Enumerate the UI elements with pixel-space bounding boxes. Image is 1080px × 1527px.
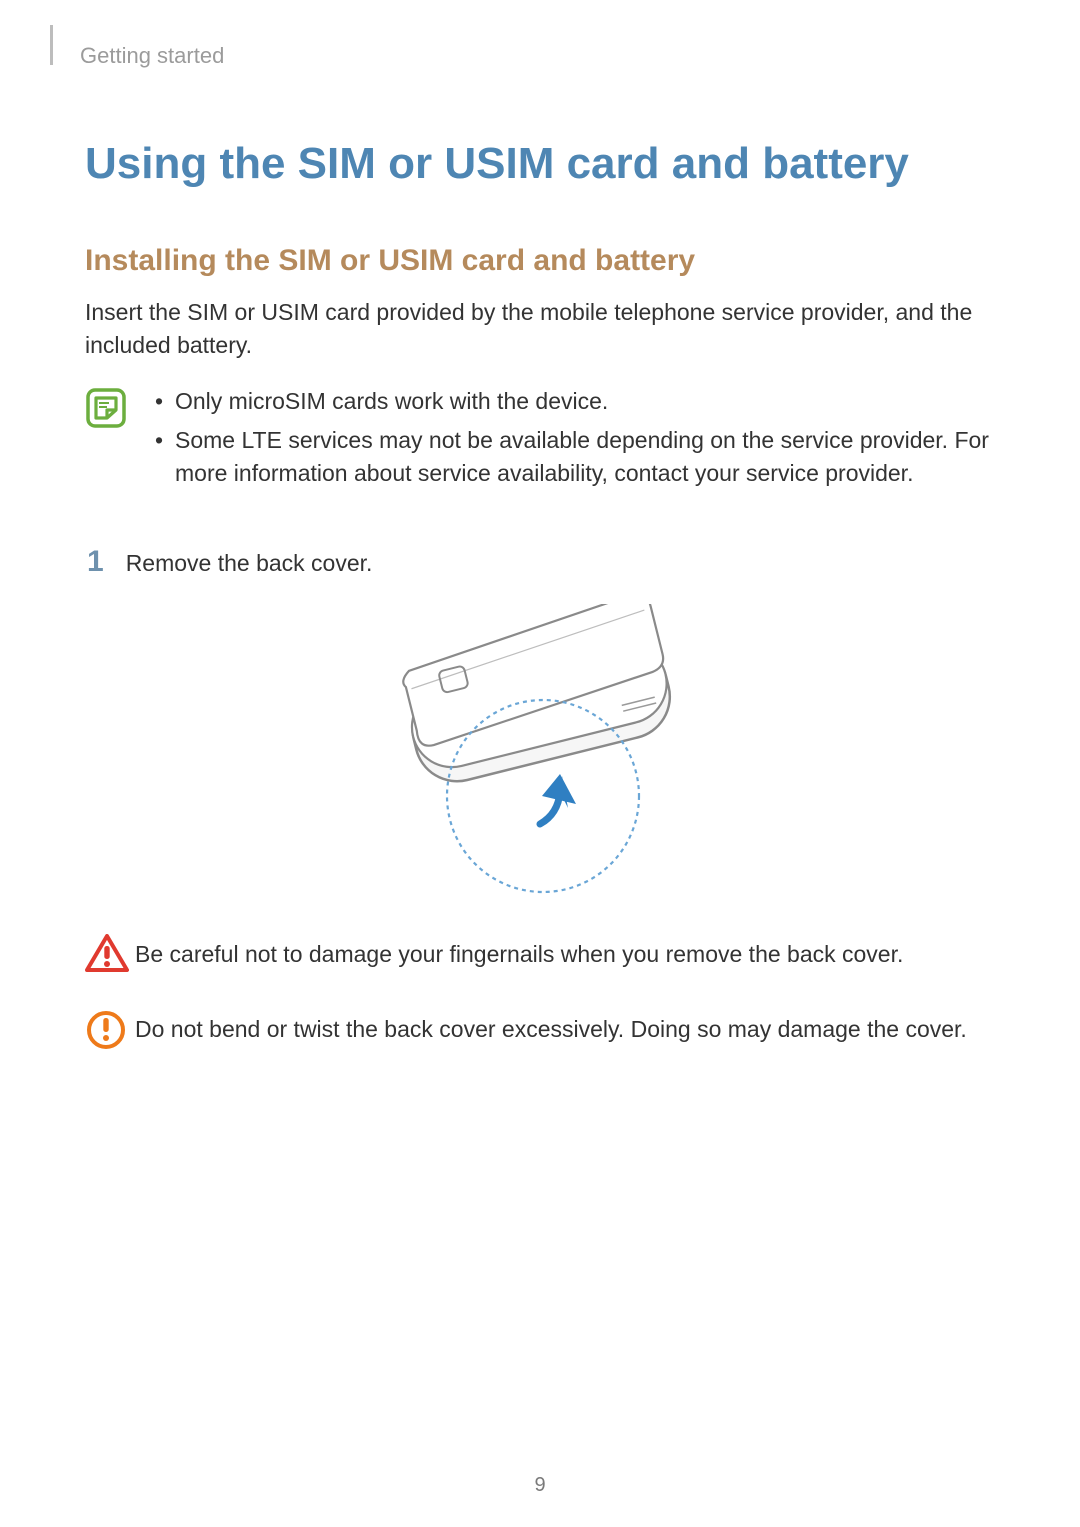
warning-note: Be careful not to damage your fingernail… — [85, 932, 995, 979]
page-number: 9 — [0, 1474, 1080, 1497]
header-rule — [50, 25, 53, 65]
info-note: Only microSIM cards work with the device… — [85, 385, 995, 497]
step-row: 1 Remove the back cover. — [85, 545, 995, 579]
caution-note-text: Do not bend or twist the back cover exce… — [135, 1007, 967, 1046]
info-note-item: Some LTE services may not be available d… — [155, 424, 995, 491]
step-text: Remove the back cover. — [126, 550, 373, 577]
page-title: Using the SIM or USIM card and battery — [85, 139, 995, 189]
info-note-content: Only microSIM cards work with the device… — [135, 385, 995, 497]
caution-icon — [85, 1009, 127, 1056]
caution-note: Do not bend or twist the back cover exce… — [85, 1007, 995, 1056]
section-heading: Installing the SIM or USIM card and batt… — [85, 244, 995, 278]
intro-paragraph: Insert the SIM or USIM card provided by … — [85, 296, 995, 363]
warning-note-text: Be careful not to damage your fingernail… — [135, 932, 903, 971]
step-number: 1 — [87, 545, 104, 579]
info-note-item: Only microSIM cards work with the device… — [155, 385, 995, 418]
document-page: Getting started Using the SIM or USIM ca… — [0, 0, 1080, 1527]
warning-icon — [85, 934, 129, 979]
note-icon — [85, 387, 127, 434]
figure-back-cover — [85, 604, 995, 904]
breadcrumb: Getting started — [80, 43, 995, 69]
